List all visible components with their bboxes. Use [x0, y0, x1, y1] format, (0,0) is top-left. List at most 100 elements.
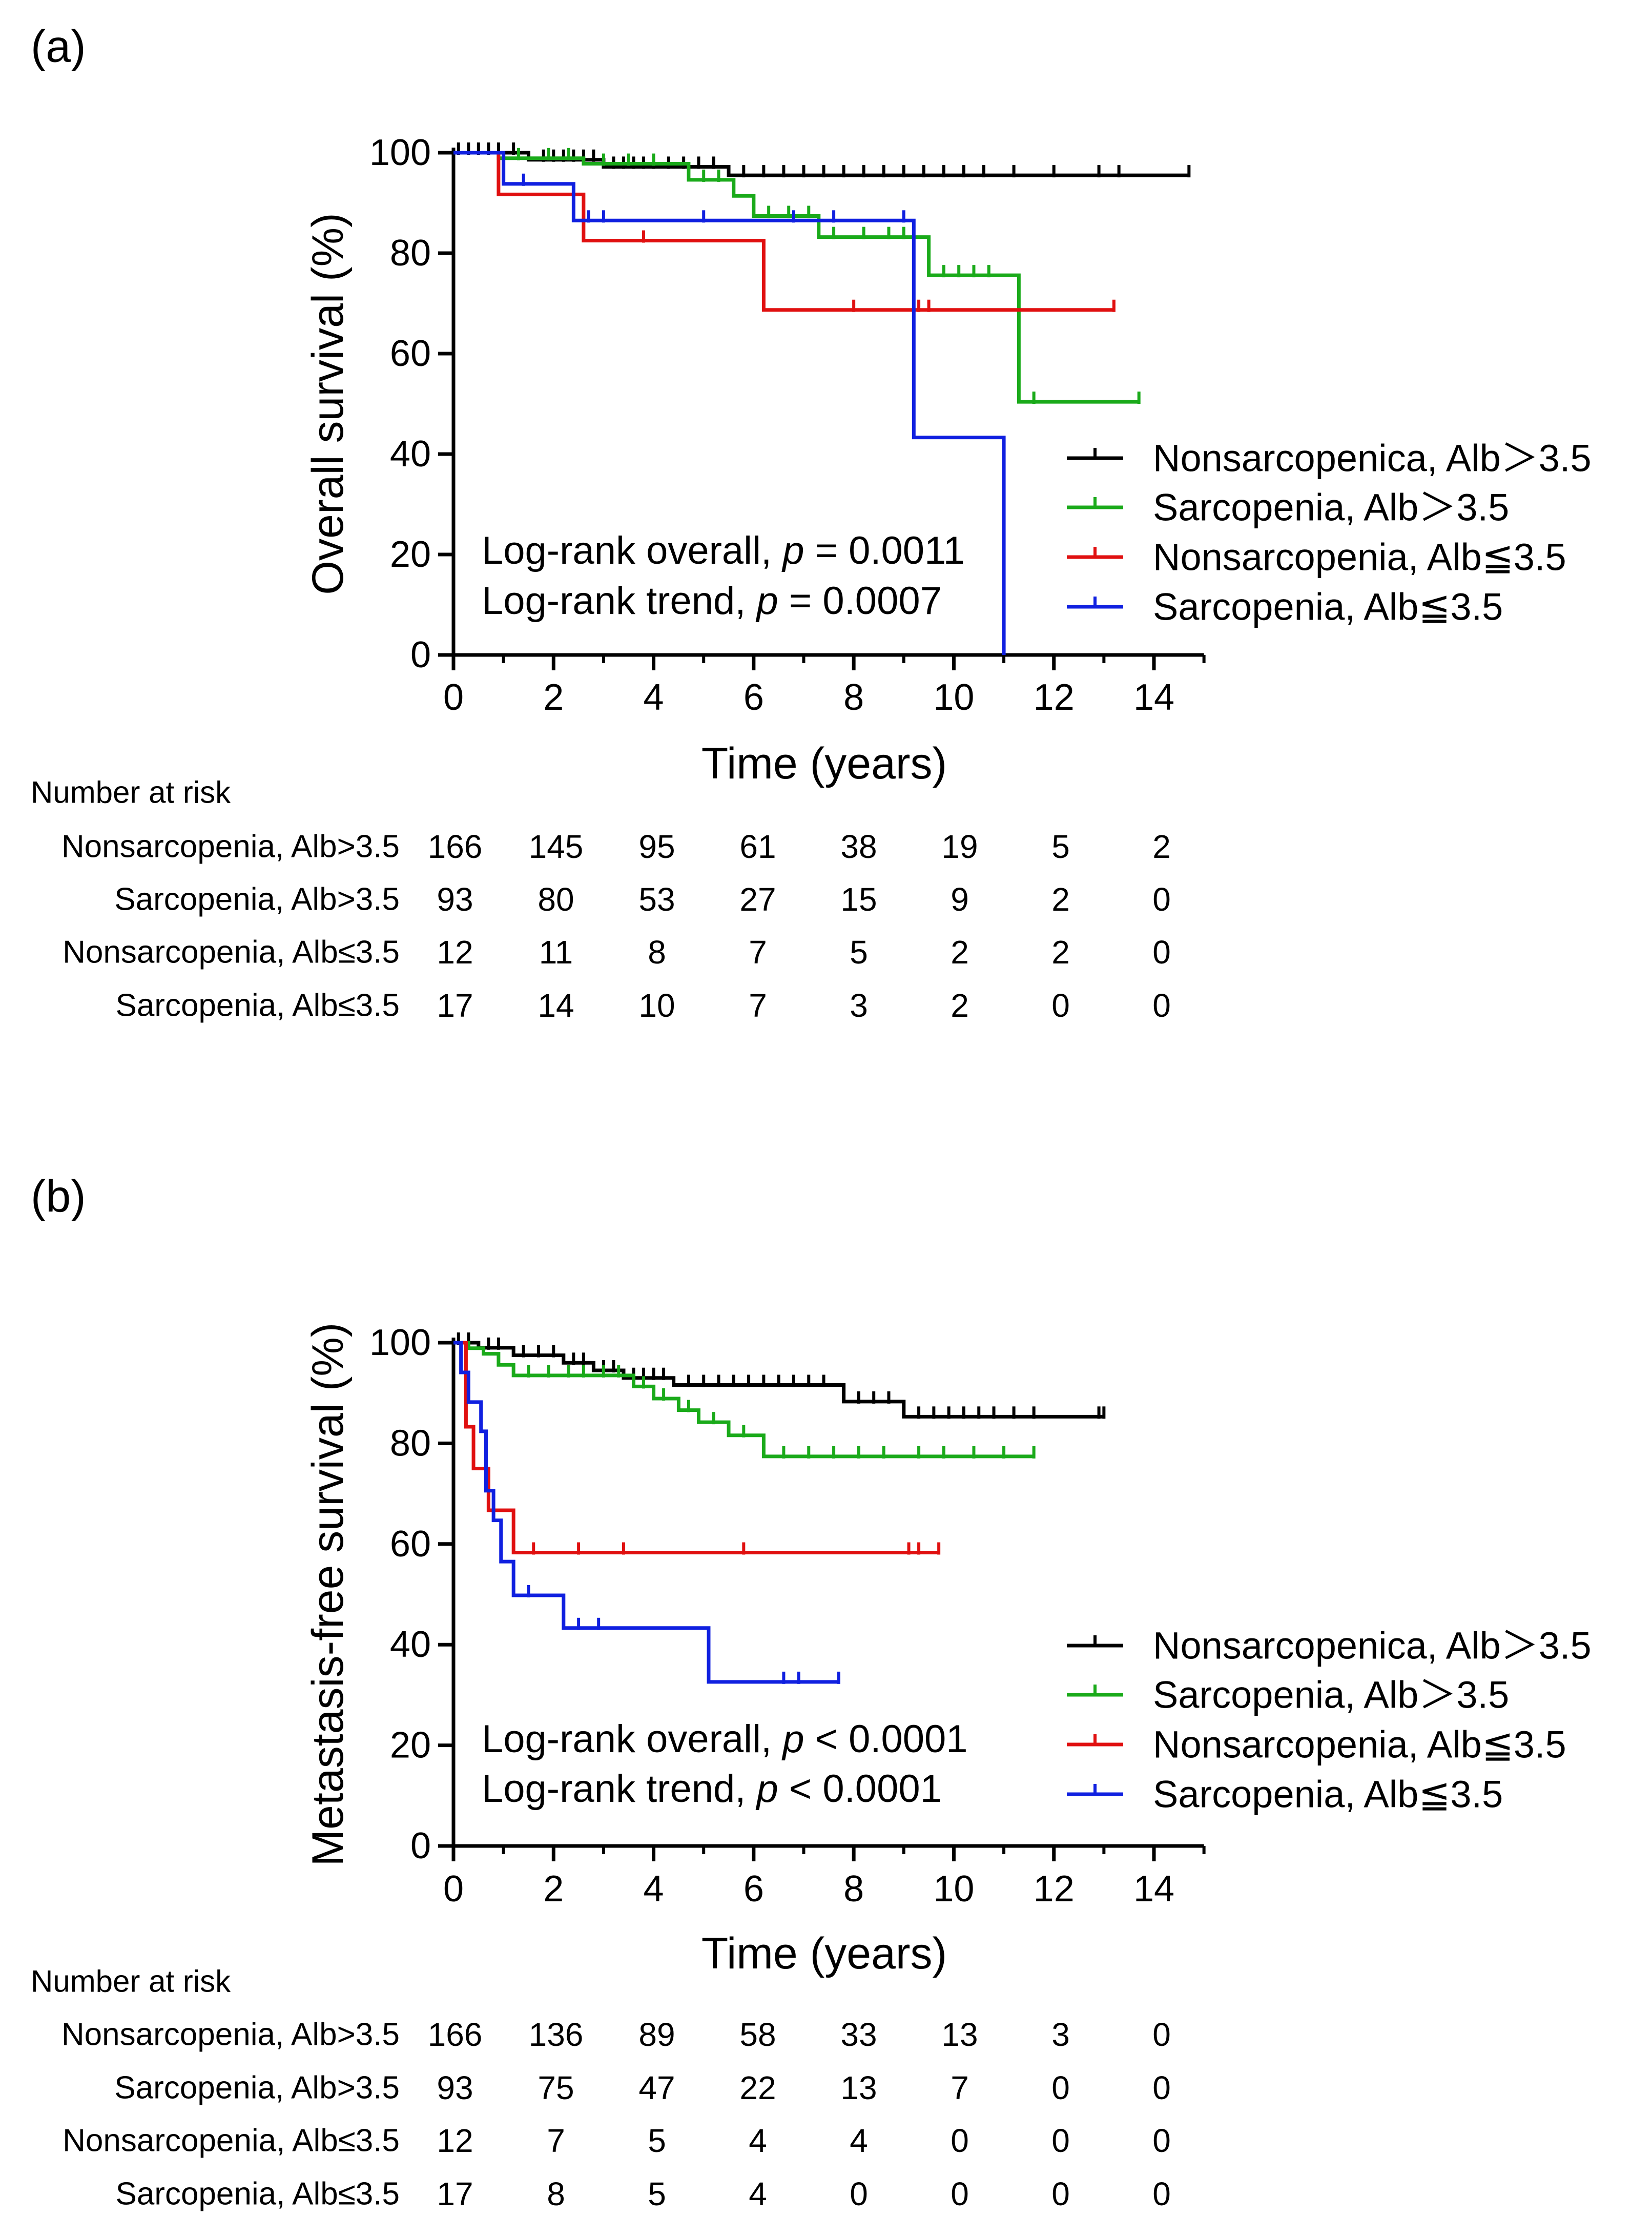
panel-label: (a) [31, 21, 86, 72]
risk-count: 7 [951, 2069, 969, 2106]
risk-count: 7 [547, 2122, 565, 2159]
legend-label: Nonsarcopenica, Alb＞3.5 [1153, 1625, 1592, 1667]
risk-count: 0 [1051, 2175, 1070, 2212]
risk-count: 0 [1152, 2175, 1171, 2212]
km-curve-series-3 [453, 151, 1114, 312]
km-curve-series-2 [453, 1341, 1034, 1459]
x-tick-label: 8 [843, 677, 864, 718]
risk-count: 53 [638, 881, 675, 918]
risk-count: 0 [1152, 987, 1171, 1024]
logrank-annotation: Log-rank trend, p < 0.0001 [482, 1767, 942, 1811]
risk-count: 12 [437, 2122, 473, 2159]
y-axis-title: Overall survival (%) [303, 213, 353, 594]
risk-row-label: Nonsarcopenia, Alb≤3.5 [63, 2123, 400, 2159]
risk-count: 166 [428, 2016, 483, 2053]
y-tick-label: 100 [369, 132, 431, 173]
x-axis-title: Time (years) [701, 739, 947, 788]
y-tick-label: 20 [390, 534, 431, 575]
risk-count: 15 [840, 881, 877, 918]
y-tick-label: 0 [410, 1825, 431, 1866]
annotation-p: p [781, 1717, 804, 1761]
panel-label: (b) [31, 1171, 86, 1222]
risk-count: 0 [1152, 2122, 1171, 2159]
risk-count: 7 [749, 987, 767, 1024]
x-tick-label: 0 [443, 677, 464, 718]
annotation-p: p [756, 1767, 778, 1811]
annotation-text: Log-rank overall, [482, 529, 782, 572]
logrank-annotation: Log-rank trend, p = 0.0007 [482, 579, 942, 623]
risk-count: 11 [539, 934, 573, 971]
risk-count: 0 [951, 2122, 969, 2159]
risk-count: 19 [941, 828, 978, 865]
risk-count: 8 [648, 934, 666, 971]
risk-count: 2 [1051, 881, 1070, 918]
risk-count: 95 [638, 828, 675, 865]
risk-count: 166 [428, 828, 483, 865]
risk-row-label: Nonsarcopenia, Alb>3.5 [61, 829, 400, 865]
x-tick-label: 6 [744, 1869, 764, 1910]
risk-row-label: Sarcopenia, Alb>3.5 [114, 882, 400, 917]
risk-count: 14 [538, 987, 574, 1024]
risk-count: 0 [1152, 934, 1171, 971]
risk-count: 8 [547, 2175, 565, 2212]
risk-count: 0 [1051, 2069, 1070, 2106]
y-tick-label: 80 [390, 1423, 431, 1464]
x-tick-label: 12 [1034, 677, 1075, 718]
y-tick-label: 40 [390, 434, 431, 475]
legend-label: Nonsarcopenica, Alb＞3.5 [1153, 437, 1592, 480]
risk-count: 0 [1051, 2122, 1070, 2159]
annotation-text: Log-rank overall, [482, 1717, 782, 1761]
risk-count: 0 [951, 2175, 969, 2212]
risk-count: 2 [951, 987, 969, 1024]
x-tick-label: 2 [543, 677, 564, 718]
y-tick-label: 40 [390, 1624, 431, 1665]
legend-label: Sarcopenia, Alb≦3.5 [1153, 586, 1503, 628]
y-axis-title: Metastasis-free survival (%) [303, 1323, 353, 1866]
risk-count: 3 [1051, 2016, 1070, 2053]
legend-label: Nonsarcopenia, Alb≦3.5 [1153, 536, 1566, 579]
risk-count: 0 [850, 2175, 868, 2212]
x-tick-label: 2 [543, 1869, 564, 1910]
risk-count: 38 [840, 828, 877, 865]
risk-count: 27 [739, 881, 776, 918]
x-tick-label: 0 [443, 1869, 464, 1910]
km-curve-series-1 [453, 1341, 1104, 1419]
risk-row-label: Sarcopenia, Alb>3.5 [114, 2070, 400, 2106]
annotation-p: p [781, 529, 804, 572]
annotation-text: Log-rank trend, [482, 1767, 757, 1811]
risk-row-label: Sarcopenia, Alb≤3.5 [115, 988, 400, 1023]
risk-row-label: Nonsarcopenia, Alb>3.5 [61, 2017, 400, 2052]
x-tick-label: 14 [1133, 1869, 1174, 1910]
risk-count: 4 [749, 2122, 767, 2159]
risk-count: 17 [437, 2175, 473, 2212]
risk-count: 10 [638, 987, 675, 1024]
y-tick-label: 100 [369, 1322, 431, 1363]
legend-label: Sarcopenia, Alb＞3.5 [1153, 1674, 1509, 1716]
x-axis-title: Time (years) [701, 1929, 947, 1978]
risk-count: 58 [739, 2016, 776, 2053]
y-tick-label: 20 [390, 1725, 431, 1766]
risk-count: 2 [951, 934, 969, 971]
risk-table-title: Number at risk [31, 1964, 231, 1999]
risk-count: 93 [437, 881, 473, 918]
risk-row-label: Sarcopenia, Alb≤3.5 [115, 2177, 400, 2212]
y-tick-label: 60 [390, 333, 431, 374]
annotation-value: < 0.0001 [804, 1717, 967, 1761]
risk-count: 4 [749, 2175, 767, 2212]
risk-count: 9 [951, 881, 969, 918]
risk-count: 5 [1051, 828, 1070, 865]
logrank-annotation: Log-rank overall, p < 0.0001 [482, 1717, 968, 1761]
risk-count: 0 [1051, 987, 1070, 1024]
risk-count: 93 [437, 2069, 473, 2106]
km-curve-series-4 [453, 151, 1006, 655]
x-tick-label: 8 [843, 1869, 864, 1910]
legend-label: Sarcopenia, Alb＞3.5 [1153, 486, 1509, 529]
km-curve-series-3 [453, 1341, 939, 1554]
risk-count: 75 [538, 2069, 574, 2106]
risk-count: 12 [437, 934, 473, 971]
risk-count: 33 [840, 2016, 877, 2053]
risk-count: 61 [739, 828, 776, 865]
